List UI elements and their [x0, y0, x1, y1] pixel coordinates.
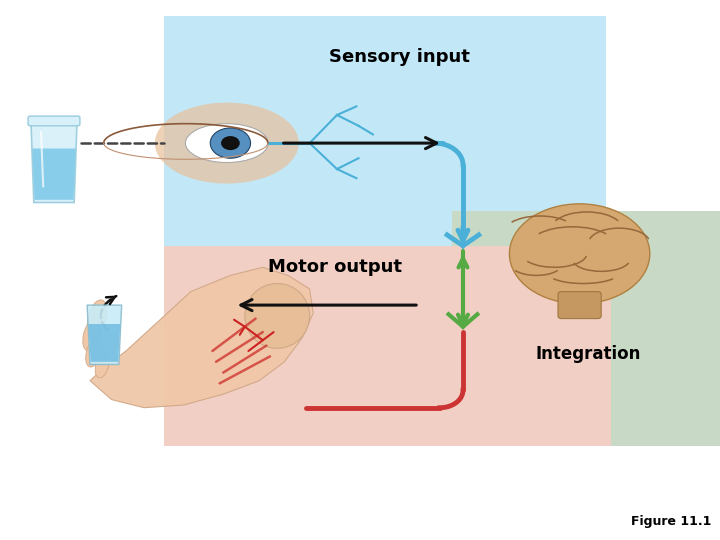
- Polygon shape: [31, 122, 77, 202]
- Bar: [452, 211, 720, 446]
- Ellipse shape: [510, 204, 650, 303]
- Text: Motor output: Motor output: [268, 258, 402, 276]
- Polygon shape: [87, 305, 122, 364]
- Polygon shape: [32, 148, 76, 200]
- Ellipse shape: [185, 124, 268, 163]
- Ellipse shape: [155, 103, 299, 184]
- Polygon shape: [89, 324, 120, 362]
- Text: Figure 11.1: Figure 11.1: [631, 515, 711, 528]
- Text: Sensory input: Sensory input: [329, 48, 470, 66]
- Text: Integration: Integration: [536, 345, 641, 363]
- FancyBboxPatch shape: [28, 116, 80, 126]
- Ellipse shape: [245, 284, 310, 348]
- Ellipse shape: [95, 352, 109, 378]
- Circle shape: [221, 136, 240, 150]
- Ellipse shape: [87, 300, 107, 335]
- Polygon shape: [90, 267, 313, 408]
- Ellipse shape: [83, 319, 100, 351]
- Bar: [164, 246, 611, 446]
- FancyBboxPatch shape: [558, 292, 601, 319]
- Bar: [164, 16, 606, 251]
- Circle shape: [210, 128, 251, 158]
- Ellipse shape: [86, 338, 102, 367]
